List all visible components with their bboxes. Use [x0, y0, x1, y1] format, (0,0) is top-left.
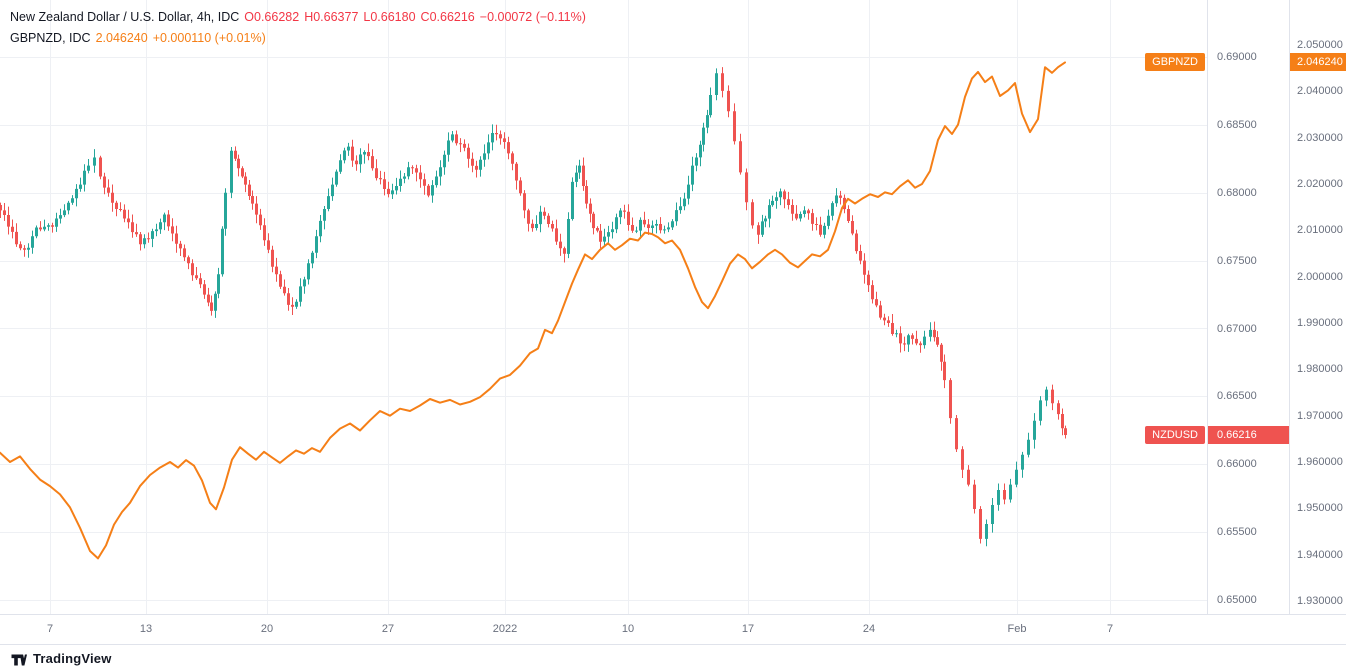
time-axis-label: 24 — [862, 623, 876, 635]
tradingview-brand[interactable]: TradingView — [33, 651, 112, 666]
price-tick-left: 0.68500 — [1217, 118, 1257, 131]
time-axis-label: Feb — [1007, 623, 1027, 635]
time-axis-label: 13 — [139, 623, 153, 635]
nzdusd-price-label-badge: NZDUSD — [1145, 425, 1205, 444]
time-axis-label: 10 — [621, 623, 635, 635]
price-axis-left[interactable]: A 0.690000.685000.680000.675000.670000.6… — [1207, 0, 1289, 644]
time-axis-label: 7 — [46, 623, 54, 635]
price-tick-right: 2.010000 — [1297, 224, 1343, 237]
price-tick-left: 0.67500 — [1217, 254, 1257, 267]
price-tick-right: 1.950000 — [1297, 502, 1343, 515]
price-tick-left: 0.65000 — [1217, 594, 1257, 606]
price-tick-right: 2.030000 — [1297, 131, 1343, 144]
time-axis-label: 2022 — [492, 623, 518, 635]
price-tick-right: 1.980000 — [1297, 363, 1343, 376]
time-axis-label: 17 — [741, 623, 755, 635]
nzdusd-change-value: −0.00072 (−0.11%) — [479, 10, 586, 24]
price-tick-right: 1.970000 — [1297, 409, 1343, 422]
ohlc-high-value: H0.66377 — [304, 10, 359, 24]
candle-wicks-up — [28, 68, 1047, 547]
gbpnzd-line-series — [0, 61, 1066, 560]
price-tick-right: 2.000000 — [1297, 270, 1343, 283]
price-tick-right: 2.040000 — [1297, 85, 1343, 98]
gbpnzd-axis-value-badge: 2.046240 — [1290, 53, 1346, 72]
nzdusd-axis-value-badge: 0.66216 — [1208, 425, 1289, 444]
price-tick-left: 0.66500 — [1217, 390, 1257, 403]
candle-bodies-up — [27, 73, 1048, 539]
candle-wicks-down — [0, 67, 1066, 544]
time-axis[interactable]: 7 13 20 27 2022 10 17 24 Feb 7 — [0, 614, 1346, 644]
time-axis-label: 27 — [381, 623, 395, 635]
time-axis-label: 20 — [260, 623, 274, 635]
price-tick-right: 1.930000 — [1297, 595, 1343, 607]
price-tick-left: 0.65500 — [1217, 526, 1257, 539]
gbpnzd-price-label-badge: GBPNZD — [1145, 53, 1205, 72]
price-tick-left: 0.68000 — [1217, 186, 1257, 199]
gbpnzd-change-value: +0.000110 (+0.01%) — [152, 31, 266, 45]
symbol-title-gbpnzd[interactable]: GBPNZD, IDC — [10, 31, 91, 45]
price-tick-left: 0.66000 — [1217, 458, 1257, 471]
price-axis-right[interactable]: B 2.0500002.0400002.0300002.0200002.0100… — [1289, 0, 1346, 644]
ohlc-close-value: C0.66216 — [420, 10, 475, 24]
price-tick-right: 1.990000 — [1297, 317, 1343, 329]
price-tick-right: 2.050000 — [1297, 39, 1343, 51]
price-tick-left: 0.69000 — [1217, 51, 1257, 63]
symbol-title-nzdusd[interactable]: New Zealand Dollar / U.S. Dollar, 4h, ID… — [10, 10, 240, 24]
price-tick-left: 0.67000 — [1217, 322, 1257, 335]
price-tick-right: 1.960000 — [1297, 456, 1343, 468]
ohlc-open-value: O0.66282 — [244, 10, 300, 24]
price-tick-right: 1.940000 — [1297, 548, 1343, 561]
grid-lines — [0, 0, 1207, 614]
candle-bodies-down — [0, 73, 1067, 539]
footer-bar: TradingView — [0, 644, 1346, 672]
ohlc-low-value: L0.66180 — [363, 10, 416, 24]
gbpnzd-last-value: 2.046240 — [95, 31, 148, 45]
chart-legend: New Zealand Dollar / U.S. Dollar, 4h, ID… — [10, 7, 591, 49]
time-axis-label: 7 — [1106, 623, 1114, 635]
legend-row-gbpnzd: GBPNZD, IDC 2.046240 +0.000110 (+0.01%) — [10, 28, 591, 49]
tradingview-logo-icon[interactable] — [10, 650, 28, 668]
price-tick-right: 2.020000 — [1297, 178, 1343, 190]
chart-plot-area[interactable] — [0, 0, 1207, 614]
legend-row-nzdusd: New Zealand Dollar / U.S. Dollar, 4h, ID… — [10, 7, 591, 28]
